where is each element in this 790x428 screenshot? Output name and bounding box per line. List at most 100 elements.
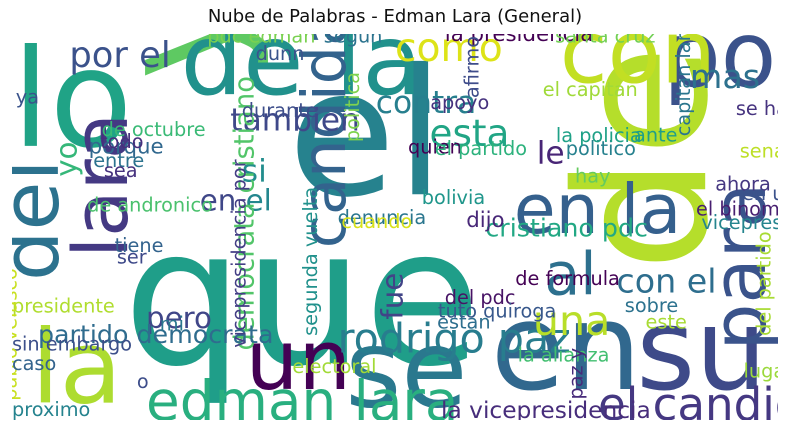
word-con-el: con el bbox=[616, 262, 716, 301]
word-vicepresidente: vicepresidente bbox=[701, 211, 778, 234]
word-segunda-vuelta: segunda vuelta bbox=[299, 187, 322, 336]
word-se-ha: se ha bbox=[736, 97, 778, 120]
word-el: el bbox=[288, 34, 445, 236]
word-o: o bbox=[137, 370, 149, 393]
word-cloud-canvas: quedeelyloensuselade laporconundellarapa… bbox=[12, 34, 778, 420]
word-tuto-quiroga: tuto quiroga bbox=[438, 300, 556, 323]
word-para: para bbox=[697, 183, 778, 351]
word-apoyo: apoyo bbox=[430, 91, 489, 114]
word-le: le bbox=[537, 135, 565, 171]
word-al: al bbox=[544, 241, 596, 309]
word-vicepresidencia-por: vicepresidencia por bbox=[228, 159, 251, 347]
word-rodrigo-paz: rodrigo paz bbox=[338, 314, 571, 362]
word-sea: sea bbox=[104, 159, 138, 182]
word-pero: pero bbox=[146, 301, 212, 335]
word-del: del bbox=[12, 159, 77, 281]
word-pablo-velasco: pablo velasco bbox=[12, 268, 22, 400]
word-con: con bbox=[560, 34, 716, 103]
word-fue: fue bbox=[376, 273, 410, 320]
word-dunn: dunn bbox=[256, 42, 305, 65]
word-durante: durante bbox=[242, 99, 318, 122]
word-denuncia: denuncia bbox=[338, 206, 427, 229]
word-contra: contra bbox=[376, 85, 477, 121]
word-sobre: sobre bbox=[625, 294, 678, 317]
word-senalo: senalo bbox=[740, 140, 778, 163]
word-por-el: por el bbox=[69, 35, 170, 76]
word-se: se bbox=[345, 308, 467, 421]
word-santa-cruz: santa cruz bbox=[555, 34, 655, 48]
word-electoral: electoral bbox=[292, 355, 376, 378]
word-hay: hay bbox=[575, 165, 610, 188]
word-proximo: proximo bbox=[12, 398, 90, 420]
word-en: en bbox=[491, 278, 642, 418]
word-caso: caso bbox=[12, 352, 56, 375]
word-la-vicepresidencia: la vicepresidencia bbox=[441, 397, 651, 420]
word-la-alianza: la alianza bbox=[518, 343, 610, 366]
word-cristiano-pdc: cristiano pdc bbox=[485, 214, 648, 243]
word-politico: politico bbox=[566, 137, 636, 160]
word-esta: esta bbox=[430, 111, 510, 155]
word-tambien: tambien bbox=[230, 103, 360, 139]
word-que: que bbox=[123, 187, 481, 408]
word-pdc-edman: pdc edman bbox=[207, 34, 315, 48]
word-de-octubre: de octubre bbox=[102, 118, 206, 141]
word-ahora: ahora bbox=[715, 172, 771, 195]
word-si: si bbox=[242, 154, 267, 190]
word-el-binomio: el binomio bbox=[696, 197, 778, 220]
word-en: en bbox=[200, 183, 237, 217]
word-bolivia: bolivia bbox=[422, 186, 485, 209]
word-candidato: candidato bbox=[290, 34, 360, 248]
word-lugar: lugar bbox=[744, 360, 779, 383]
word-afirmo: afirmo bbox=[461, 36, 484, 98]
word-como: como bbox=[395, 34, 503, 71]
word-un: un bbox=[246, 312, 352, 409]
word-edman-lara: edman lara bbox=[146, 369, 459, 420]
word-de-andronico: de andronico bbox=[87, 194, 213, 217]
word-paz-y: paz y bbox=[565, 348, 588, 400]
word-presidente: presidente bbox=[12, 295, 115, 318]
word-lo: lo bbox=[12, 34, 132, 178]
word-todo: todo bbox=[100, 130, 143, 153]
word-la: la bbox=[31, 309, 122, 420]
word-tiene: tiene bbox=[115, 234, 164, 257]
word-segun: segun bbox=[324, 34, 383, 48]
word-ser: ser bbox=[117, 246, 147, 269]
word-y: y bbox=[84, 34, 273, 80]
word-este: este bbox=[646, 311, 687, 334]
word-una: una bbox=[533, 297, 610, 345]
word-de: de bbox=[537, 45, 748, 271]
chart-title: Nube de Palabras - Edman Lara (General) bbox=[207, 6, 583, 27]
word-mas: mas bbox=[690, 57, 760, 96]
word-del-partido: del partido bbox=[752, 231, 775, 336]
word-estan: estan bbox=[437, 311, 491, 334]
word-el: el bbox=[246, 183, 272, 217]
word-la-policia: la policia bbox=[556, 124, 642, 147]
word-la-presidencia: la presidencia bbox=[445, 34, 593, 47]
word-capitan-lara: capitan lara bbox=[672, 34, 695, 136]
word-ante: ante bbox=[634, 123, 677, 146]
word-entre: entre bbox=[93, 149, 144, 172]
word-dijo: dijo bbox=[466, 208, 504, 233]
word-su: su bbox=[636, 284, 767, 416]
word-en-una: en una bbox=[742, 182, 778, 205]
word-mi: mi bbox=[160, 312, 184, 335]
word-en-la: en la bbox=[514, 171, 682, 250]
word-de-formula: de formula bbox=[515, 267, 620, 290]
word-sin-embargo: sin embargo bbox=[12, 333, 132, 356]
word-cloud: quedeelyloensuselade laporconundellarapa… bbox=[12, 34, 778, 420]
word-por: por bbox=[663, 34, 778, 108]
word-quien: quien bbox=[408, 136, 462, 159]
word-del-pdc: del pdc bbox=[445, 286, 516, 309]
word-yo: yo bbox=[49, 142, 83, 177]
word-ya: ya bbox=[16, 86, 39, 109]
word-democrata-cristiano: democrata cristiano bbox=[229, 76, 260, 350]
word-politica: politica bbox=[341, 72, 364, 142]
word-porque: porque bbox=[89, 135, 164, 160]
word-partido-democrata: partido democrata bbox=[38, 320, 273, 349]
word-el-candidato: el candidato bbox=[598, 378, 778, 420]
word-cuando: cuando bbox=[341, 210, 412, 233]
word-de-la: de la bbox=[181, 34, 423, 118]
word-lara: lara bbox=[57, 113, 145, 258]
word-el-partido: el partido bbox=[435, 137, 527, 160]
word-el-capitan: el capitan bbox=[543, 78, 638, 101]
